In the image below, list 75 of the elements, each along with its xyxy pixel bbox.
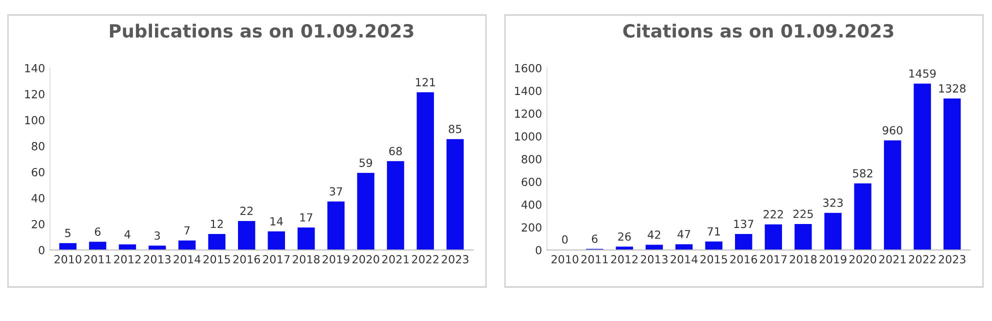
x-tick-label: 2023 — [442, 255, 468, 264]
data-label: 222 — [764, 210, 783, 218]
x-tick-label: 2015 — [203, 255, 230, 264]
data-label: 582 — [853, 169, 872, 178]
data-label: 121 — [416, 78, 435, 86]
data-label: 4 — [124, 230, 130, 238]
x-tick-label: 2021 — [382, 255, 409, 264]
y-tick-label: 100 — [25, 116, 44, 124]
x-tick-label: 2013 — [640, 255, 668, 264]
data-label: 42 — [648, 230, 660, 239]
data-label: 85 — [448, 124, 462, 134]
y-tick-label: 1400 — [515, 86, 542, 96]
x-tick-label: 2014 — [670, 255, 698, 264]
x-tick-label: 2018 — [790, 255, 817, 264]
y-tick-label: 1000 — [515, 132, 542, 141]
data-label: 137 — [734, 220, 754, 228]
data-label: 37 — [330, 187, 342, 196]
x-tick-label: 2021 — [879, 255, 906, 264]
y-tick-label: 1200 — [515, 109, 542, 118]
y-tick-label: 40 — [32, 194, 44, 202]
x-tick-label: 2022 — [412, 255, 438, 264]
x-tick-label: 2012 — [611, 255, 638, 264]
y-tick-label: 140 — [25, 64, 44, 72]
data-label: 1459 — [909, 69, 936, 78]
data-label: 960 — [882, 126, 902, 134]
x-tick-label: 2019 — [820, 255, 846, 264]
x-tick-label: 2023 — [938, 255, 966, 264]
y-tick-label: 80 — [32, 142, 44, 150]
y-tick-label: 20 — [32, 220, 44, 228]
data-label: 7 — [184, 226, 190, 234]
data-label: 3 — [154, 231, 160, 240]
y-tick-label: 0 — [38, 246, 44, 254]
x-tick-label: 2017 — [760, 255, 787, 264]
y-tick-label: 800 — [522, 154, 542, 164]
data-label: 17 — [300, 213, 312, 222]
data-label: 323 — [823, 198, 843, 207]
y-tick-label: 200 — [522, 223, 542, 232]
x-tick-label: 2018 — [292, 255, 320, 264]
data-label: 59 — [360, 158, 372, 167]
data-label: 6 — [94, 227, 100, 236]
x-tick-label: 2013 — [144, 255, 170, 264]
data-label: 47 — [678, 230, 690, 238]
data-label: 0 — [562, 235, 568, 244]
data-label: 12 — [210, 220, 223, 228]
y-tick-label: 600 — [522, 178, 542, 186]
x-tick-label: 2014 — [174, 255, 201, 264]
x-tick-label: 2019 — [322, 255, 350, 264]
x-tick-label: 2011 — [84, 255, 111, 264]
data-label: 1328 — [939, 84, 966, 93]
y-tick-label: 1600 — [515, 64, 542, 72]
y-tick-label: 400 — [521, 200, 542, 209]
x-tick-label: 2016 — [730, 255, 758, 264]
data-label: 225 — [793, 210, 813, 218]
x-tick-label: 2020 — [849, 255, 876, 264]
chart-title: Publications as on 01.09.2023 — [110, 24, 414, 38]
x-tick-label: 2022 — [909, 255, 936, 264]
x-tick-label: 2020 — [352, 255, 380, 264]
chart-title: Citations as on 01.09.2023 — [623, 24, 894, 38]
x-tick-label: 2010 — [552, 255, 578, 264]
data-label: 71 — [708, 227, 720, 236]
x-tick-label: 2017 — [263, 255, 290, 264]
y-tick-label: 120 — [25, 90, 44, 98]
x-tick-label: 2011 — [581, 255, 608, 264]
data-label: 26 — [618, 232, 631, 241]
data-label: 6 — [592, 234, 598, 243]
x-tick-label: 2012 — [114, 255, 140, 264]
x-tick-label: 2015 — [700, 255, 727, 264]
data-label: 68 — [389, 146, 402, 156]
data-label: 22 — [240, 206, 253, 215]
y-tick-label: 60 — [32, 168, 44, 176]
y-tick-label: 0 — [536, 246, 542, 254]
x-tick-label: 2010 — [54, 255, 82, 264]
data-label: 5 — [65, 228, 70, 238]
data-label: 14 — [270, 217, 283, 226]
x-tick-label: 2016 — [233, 255, 260, 264]
